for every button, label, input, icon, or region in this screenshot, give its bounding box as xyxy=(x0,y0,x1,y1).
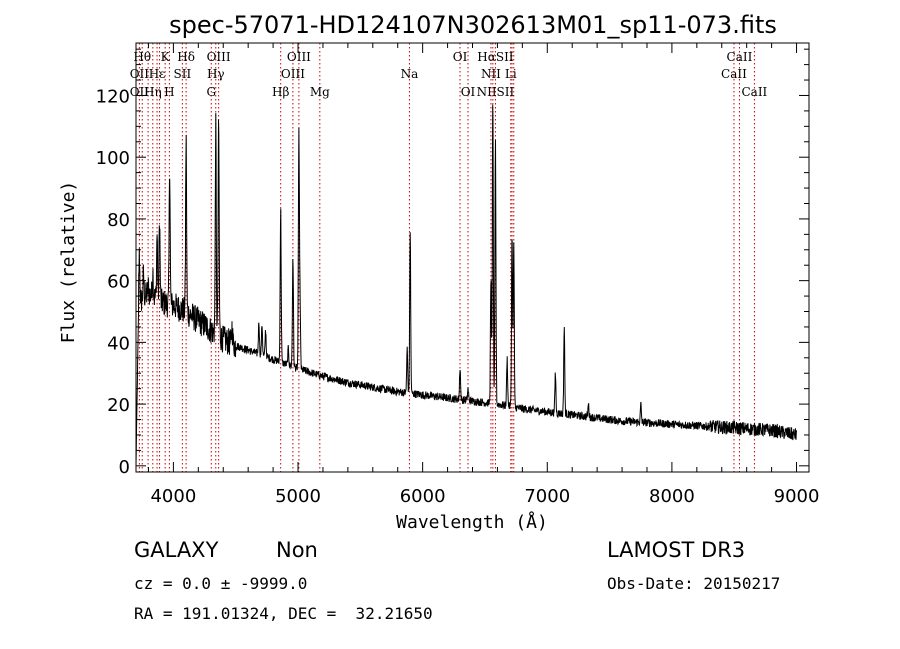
survey-name: LAMOST DR3 xyxy=(607,538,746,562)
x-axis-label: Wavelength (Å) xyxy=(396,511,548,533)
line-label: OIII xyxy=(207,50,231,64)
line-label: Hβ xyxy=(272,85,289,99)
coordinates: RA = 191.01324, DEC = 32.21650 xyxy=(134,604,433,623)
line-label: NII xyxy=(481,67,501,81)
line-label: NIISII xyxy=(477,85,515,99)
spectrum-line xyxy=(135,104,797,466)
line-label: Hη xyxy=(144,85,162,99)
line-label: K xyxy=(161,50,171,64)
line-label: OI xyxy=(453,50,468,64)
y-axis-label: Flux (relative) xyxy=(58,181,79,344)
line-label: H xyxy=(164,85,174,99)
line-label: Hε xyxy=(149,67,166,81)
line-label: CaII xyxy=(721,67,747,81)
line-label: OIII xyxy=(287,50,311,64)
line-markers: Hθ K Hδ OIII OIII OI HαSII CaII OII Hε SII Hγ OIII Na… xyxy=(130,43,768,472)
y-tick-label: 80 xyxy=(107,210,130,231)
x-tick-label: 4000 xyxy=(150,486,196,507)
line-label: OI xyxy=(461,85,476,99)
y-tick-label: 60 xyxy=(107,272,130,293)
line-label: Na xyxy=(401,67,419,81)
line-label: Mg xyxy=(310,85,330,99)
line-label: G xyxy=(206,85,216,99)
plot-frame xyxy=(135,42,810,473)
line-label: HαSII xyxy=(477,50,514,64)
line-label: CaII xyxy=(727,50,753,64)
spectrum-chart: spec-57071-HD124107N302613M01_sp11-073.f… xyxy=(58,11,820,533)
line-label: Hδ xyxy=(177,50,195,64)
object-subclass: Non xyxy=(276,538,318,562)
object-class: GALAXY xyxy=(134,538,219,562)
y-tick-label: 40 xyxy=(107,333,130,354)
x-tick-label: 7000 xyxy=(524,486,570,507)
line-label: SII xyxy=(174,67,192,81)
chart-title: spec-57071-HD124107N302613M01_sp11-073.f… xyxy=(169,11,777,39)
y-tick-label: 0 xyxy=(119,457,130,478)
line-label: Li xyxy=(505,67,517,81)
y-axis: 0 20 40 60 80 100 120 xyxy=(96,48,809,478)
line-label: CaII xyxy=(741,85,767,99)
redshift-text: cz = 0.0 ± -9999.0 xyxy=(134,574,308,593)
line-label: Hθ xyxy=(133,50,151,64)
line-label: OII xyxy=(130,67,150,81)
line-label: Hγ xyxy=(207,67,225,81)
x-tick-label: 9000 xyxy=(774,486,820,507)
x-tick-label: 6000 xyxy=(400,486,446,507)
y-tick-label: 20 xyxy=(107,395,130,416)
x-tick-label: 8000 xyxy=(649,486,695,507)
x-axis: 4000 5000 6000 7000 8000 9000 xyxy=(147,43,820,507)
y-tick-label: 120 xyxy=(96,86,130,107)
y-tick-label: 100 xyxy=(96,148,130,169)
obs-date: Obs-Date: 20150217 xyxy=(607,574,781,593)
x-tick-label: 5000 xyxy=(275,486,321,507)
line-label: OIII xyxy=(281,67,305,81)
